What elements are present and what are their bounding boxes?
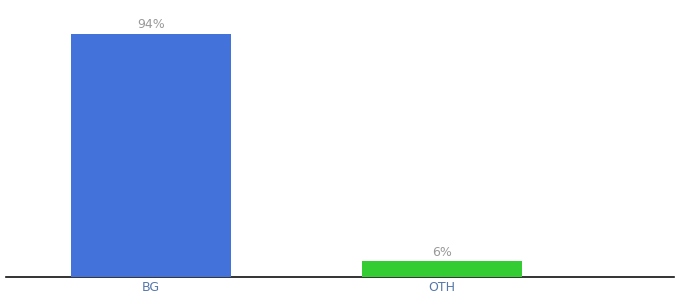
Text: 6%: 6%	[432, 245, 452, 259]
Bar	[362, 261, 522, 277]
Bar	[71, 34, 231, 277]
Text: 94%: 94%	[137, 18, 165, 32]
